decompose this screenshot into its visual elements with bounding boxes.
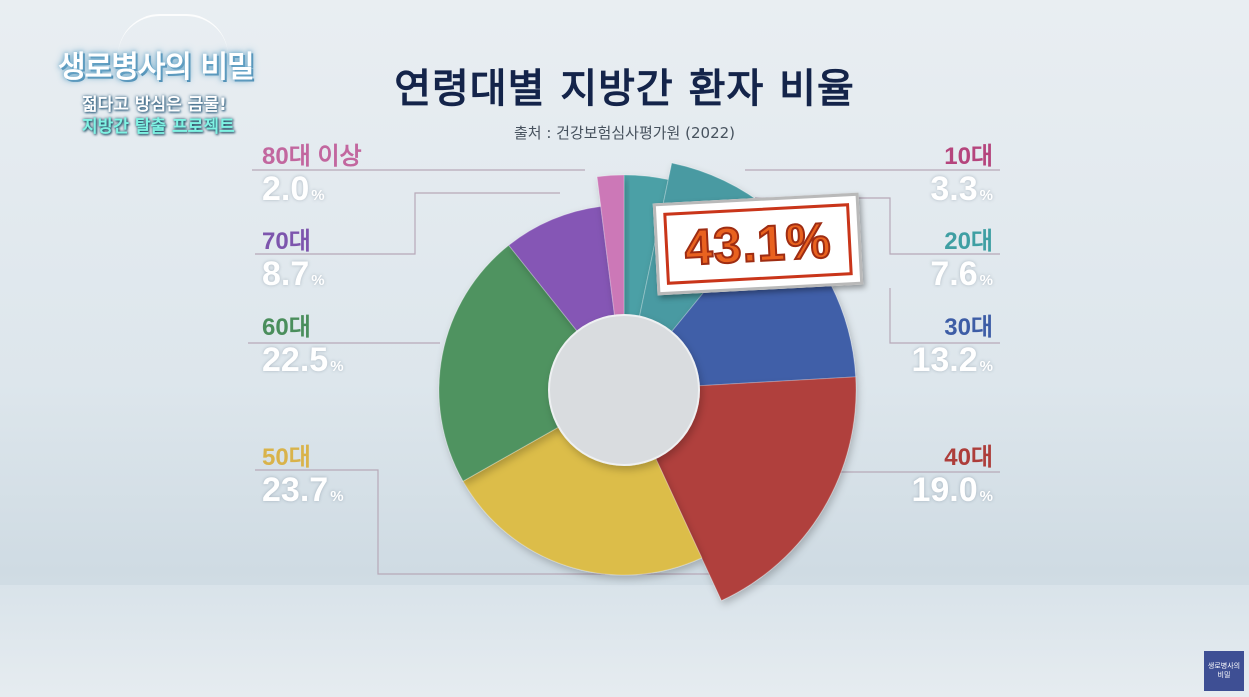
label-40s: 40대 19.0% [911, 445, 993, 516]
highlight-callout: 43.1% [652, 192, 864, 296]
label-60s-category: 60대 [262, 314, 311, 341]
chart-source: 출처 : 건강보험심사평가원 (2022) [513, 124, 736, 142]
highlight-callout-text: 43.1% [682, 211, 834, 277]
label-80s-value: 2.0% [262, 170, 325, 208]
label-50s-value: 23.7% [262, 471, 344, 509]
show-title: 생로병사의 비밀 [58, 50, 255, 85]
pie-center-hole [548, 314, 700, 466]
label-80s: 80대 이상 2.0% [262, 144, 362, 215]
leader-line [255, 469, 725, 575]
pie-slice-3 [642, 376, 857, 602]
label-40s-category: 40대 [944, 444, 993, 471]
show-subtitle-line1: 젊다고 방심은 금물! [82, 95, 227, 115]
label-30s-value: 13.2% [911, 341, 993, 379]
label-60s-value: 22.5% [262, 341, 344, 379]
label-70s: 70대 8.7% [262, 229, 325, 300]
label-70s-category: 70대 [262, 228, 311, 255]
label-10s-category: 10대 [944, 143, 993, 170]
leader-line [255, 192, 560, 255]
label-10s-value: 3.3% [930, 170, 993, 208]
label-30s-category: 30대 [944, 314, 993, 341]
show-subtitle-line2: 지방간 탈출 프로젝트 [82, 117, 235, 137]
chart-title: 연령대별 지방간 환자 비율 [394, 66, 855, 112]
pie-slice-7 [596, 174, 625, 346]
label-50s-category: 50대 [262, 444, 311, 471]
label-80s-category: 80대 이상 [262, 143, 362, 170]
leader-line [889, 288, 1000, 344]
label-70s-value: 8.7% [262, 255, 325, 293]
label-30s: 30대 13.2% [911, 315, 993, 386]
label-50s: 50대 23.7% [262, 445, 344, 516]
show-logo: 생로병사의 비밀 젊다고 방심은 금물! 지방간 탈출 프로젝트 [58, 14, 258, 137]
label-10s: 10대 3.3% [930, 144, 993, 215]
label-20s-value: 7.6% [930, 255, 993, 293]
label-60s: 60대 22.5% [262, 315, 344, 386]
label-40s-value: 19.0% [911, 471, 993, 509]
channel-logo: 생로병사의 비밀 [1204, 651, 1244, 691]
highlight-callout-frame: 43.1% [663, 203, 853, 285]
label-20s: 20대 7.6% [930, 229, 993, 300]
background-floor [0, 585, 1249, 697]
logo-arc [118, 14, 228, 56]
label-20s-category: 20대 [944, 228, 993, 255]
